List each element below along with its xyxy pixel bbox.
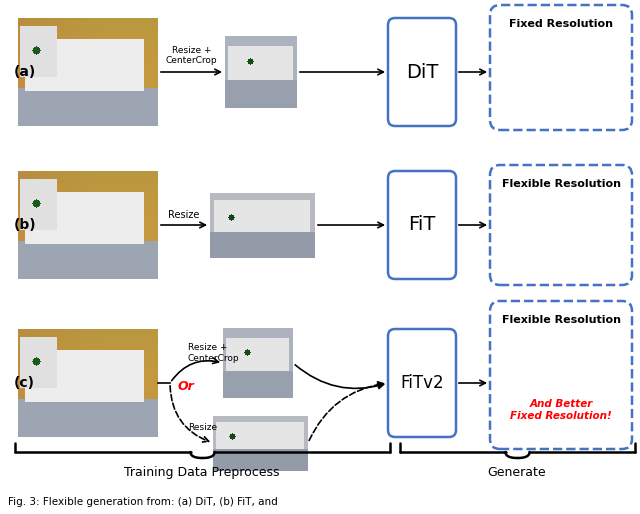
Text: Generate: Generate xyxy=(488,466,547,479)
FancyBboxPatch shape xyxy=(388,329,456,437)
Text: And Better
Fixed Resolution!: And Better Fixed Resolution! xyxy=(510,399,612,420)
Text: FiTv2: FiTv2 xyxy=(400,374,444,392)
Text: Training Data Preprocess: Training Data Preprocess xyxy=(124,466,280,479)
FancyBboxPatch shape xyxy=(490,5,632,130)
FancyBboxPatch shape xyxy=(490,165,632,285)
Text: Resize +
CenterCrop: Resize + CenterCrop xyxy=(166,46,218,65)
Text: Fig. 3: Flexible generation from: (a) DiT, (b) FiT, and: Fig. 3: Flexible generation from: (a) Di… xyxy=(8,497,278,507)
FancyBboxPatch shape xyxy=(388,18,456,126)
Text: Flexible Resolution: Flexible Resolution xyxy=(502,179,621,189)
Text: Resize: Resize xyxy=(188,424,217,432)
Text: FiT: FiT xyxy=(408,215,436,234)
Text: Fixed Resolution: Fixed Resolution xyxy=(509,19,613,29)
Text: (b): (b) xyxy=(14,218,36,232)
FancyBboxPatch shape xyxy=(388,171,456,279)
Text: Flexible Resolution: Flexible Resolution xyxy=(502,315,621,325)
Text: Resize +
CenterCrop: Resize + CenterCrop xyxy=(188,343,239,363)
Text: Resize: Resize xyxy=(168,210,200,220)
Text: DiT: DiT xyxy=(406,63,438,82)
Text: Or: Or xyxy=(178,379,195,393)
Text: (a): (a) xyxy=(14,65,36,79)
FancyBboxPatch shape xyxy=(490,301,632,449)
Text: (c): (c) xyxy=(14,376,35,390)
